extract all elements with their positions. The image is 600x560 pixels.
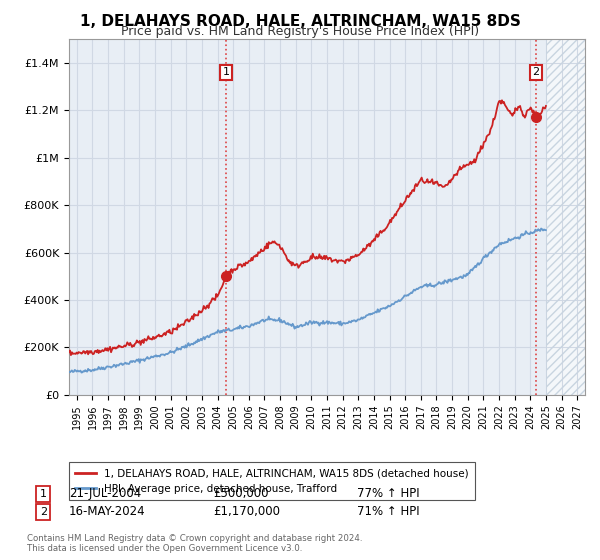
Text: 71% ↑ HPI: 71% ↑ HPI xyxy=(357,505,419,519)
Text: £1,170,000: £1,170,000 xyxy=(213,505,280,519)
Bar xyxy=(546,39,585,395)
Text: Price paid vs. HM Land Registry's House Price Index (HPI): Price paid vs. HM Land Registry's House … xyxy=(121,25,479,38)
Text: 77% ↑ HPI: 77% ↑ HPI xyxy=(357,487,419,501)
Text: 16-MAY-2024: 16-MAY-2024 xyxy=(69,505,146,519)
Text: 1: 1 xyxy=(223,67,230,77)
Legend: 1, DELAHAYS ROAD, HALE, ALTRINCHAM, WA15 8DS (detached house), HPI: Average pric: 1, DELAHAYS ROAD, HALE, ALTRINCHAM, WA15… xyxy=(69,462,475,500)
Text: 2: 2 xyxy=(40,507,47,517)
Bar xyxy=(546,39,585,395)
Text: 1: 1 xyxy=(40,489,47,499)
Text: £500,000: £500,000 xyxy=(213,487,269,501)
Text: 1, DELAHAYS ROAD, HALE, ALTRINCHAM, WA15 8DS: 1, DELAHAYS ROAD, HALE, ALTRINCHAM, WA15… xyxy=(80,14,520,29)
Text: 2: 2 xyxy=(532,67,539,77)
Text: 21-JUL-2004: 21-JUL-2004 xyxy=(69,487,141,501)
Text: Contains HM Land Registry data © Crown copyright and database right 2024.
This d: Contains HM Land Registry data © Crown c… xyxy=(27,534,362,553)
